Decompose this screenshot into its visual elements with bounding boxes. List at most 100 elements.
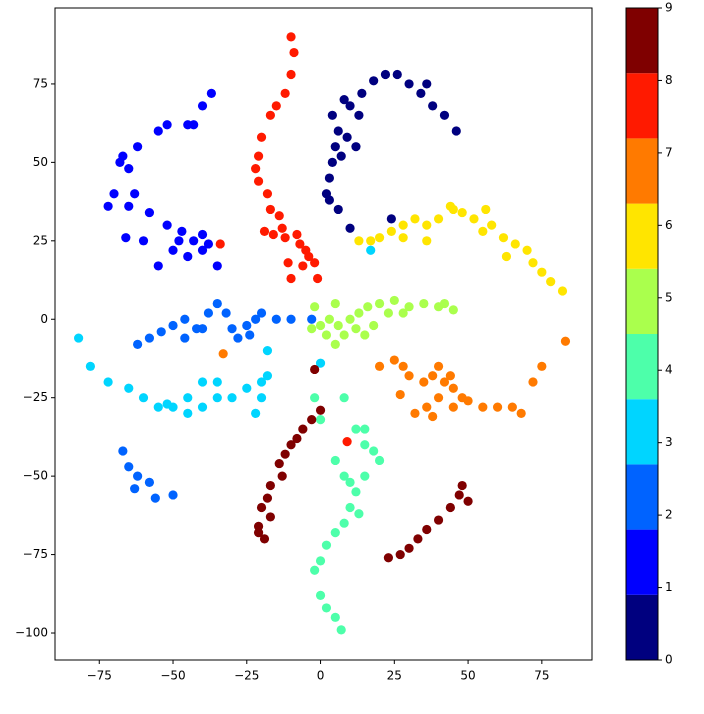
point [448, 402, 458, 412]
point [197, 101, 208, 111]
point [342, 437, 352, 447]
point [327, 157, 337, 167]
colorbar-frame [625, 7, 659, 661]
colorbar-band [626, 529, 658, 595]
point [144, 477, 155, 488]
point [448, 383, 458, 393]
point [369, 320, 379, 331]
point [416, 88, 426, 98]
point [251, 164, 261, 174]
point [404, 543, 414, 553]
point [386, 214, 396, 224]
point [253, 176, 264, 186]
colorbar-tick-label: 6 [665, 218, 673, 232]
point [428, 101, 438, 111]
point [398, 233, 408, 243]
point [433, 361, 444, 371]
point [280, 233, 290, 243]
point [153, 261, 163, 271]
point [330, 339, 340, 349]
point [507, 402, 517, 412]
point [398, 361, 408, 371]
x-tick-label: −75 [87, 669, 112, 683]
point [422, 236, 432, 246]
point [448, 204, 458, 215]
point [168, 490, 178, 500]
point [310, 393, 320, 403]
y-tick-label: 75 [33, 76, 48, 90]
point [183, 393, 193, 403]
point [374, 233, 385, 243]
point [528, 258, 538, 268]
point [336, 625, 346, 635]
point [428, 371, 438, 381]
colorbar-band [626, 268, 658, 334]
point [560, 336, 571, 346]
point [138, 393, 149, 403]
point [354, 236, 364, 246]
point [315, 590, 326, 600]
point [286, 440, 296, 450]
point [144, 333, 155, 343]
point [451, 126, 461, 136]
point [256, 132, 267, 142]
y-tick-label: −25 [23, 390, 48, 404]
point [321, 540, 332, 550]
point [469, 214, 479, 224]
point [345, 502, 355, 513]
point [133, 339, 143, 349]
point [383, 553, 394, 563]
point [439, 377, 450, 387]
point [324, 173, 335, 183]
point [478, 402, 488, 412]
point [374, 361, 385, 371]
point [118, 446, 128, 456]
point [557, 286, 568, 296]
point [274, 458, 284, 469]
point [74, 333, 84, 343]
point [351, 142, 361, 152]
point [212, 393, 222, 403]
point [292, 433, 302, 444]
point [265, 512, 275, 522]
y-tick-label: −75 [23, 547, 48, 561]
point [546, 277, 556, 287]
point [330, 455, 340, 466]
y-tick-label: 0 [40, 312, 48, 326]
point [286, 273, 296, 284]
point [363, 302, 373, 312]
point [419, 377, 429, 387]
point [433, 214, 444, 224]
point [183, 408, 193, 418]
point [242, 320, 252, 331]
point [369, 446, 379, 456]
colorbar-band [626, 203, 658, 269]
point [133, 142, 143, 152]
x-tick-label: −25 [234, 669, 259, 683]
point [422, 402, 432, 412]
point [354, 509, 364, 519]
point [162, 399, 172, 409]
colorbar-tick-label: 3 [665, 435, 673, 449]
point [445, 502, 455, 513]
point [262, 189, 273, 199]
point [197, 402, 208, 412]
point [124, 462, 134, 472]
point [528, 377, 538, 387]
point [156, 327, 166, 337]
point [345, 101, 355, 111]
point [333, 126, 343, 136]
point [366, 245, 376, 255]
point [189, 236, 199, 246]
point [256, 308, 267, 318]
point [212, 261, 222, 271]
point [330, 612, 340, 622]
point [310, 302, 320, 312]
point [251, 314, 261, 324]
point [398, 220, 408, 230]
point [501, 251, 512, 262]
point [162, 120, 172, 130]
point [118, 151, 128, 161]
point [345, 223, 355, 233]
point [177, 226, 187, 236]
